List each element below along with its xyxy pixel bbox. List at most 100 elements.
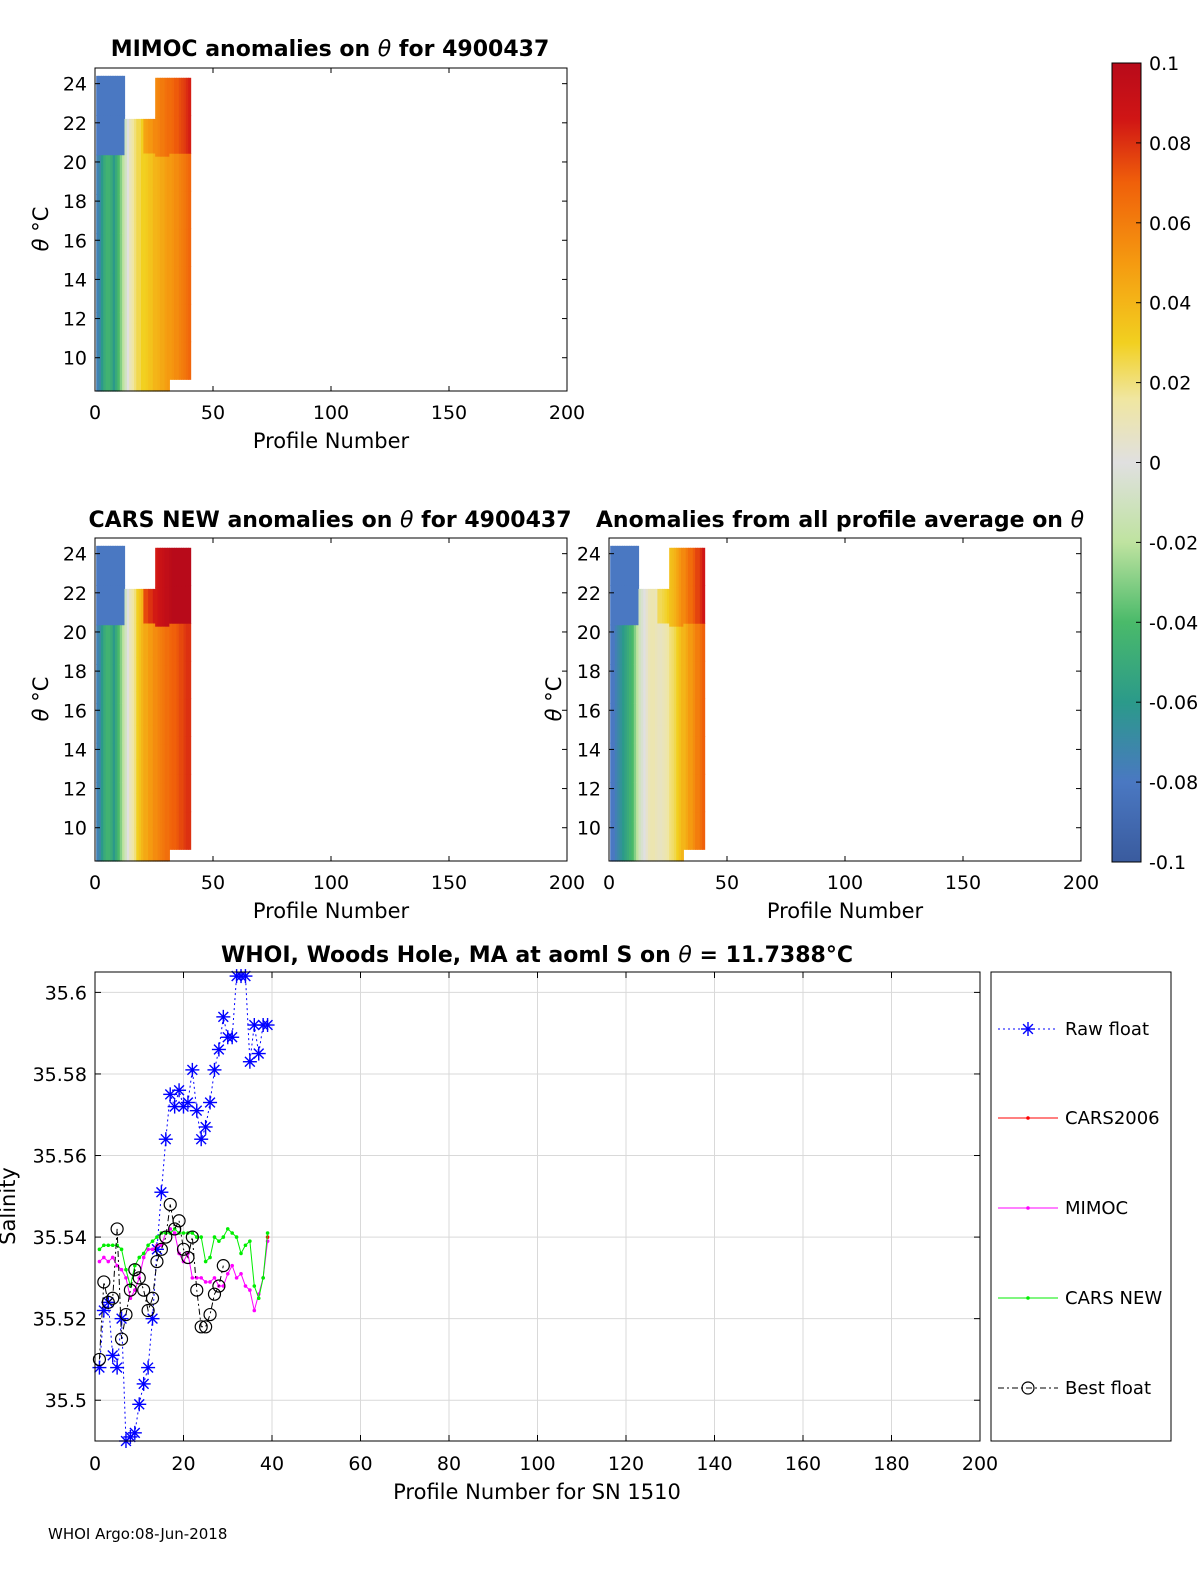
heatmap-cell (100, 115, 104, 156)
heatmap-cell (695, 547, 699, 587)
heatmap-cell (647, 758, 651, 794)
heatmap-cell (107, 664, 111, 705)
heatmap-cell (633, 742, 637, 783)
heatmap-cell (100, 742, 104, 783)
heatmap-cell (617, 742, 621, 783)
heatmap-cell (143, 118, 147, 154)
heatmap-cell (157, 665, 161, 705)
heatmap-cell (636, 585, 640, 626)
data-point (172, 1214, 186, 1228)
heatmap-cell (669, 665, 673, 705)
data-point (221, 1235, 226, 1239)
data-point (211, 1042, 226, 1057)
heatmap-cell (159, 116, 163, 157)
data-point (119, 1267, 124, 1272)
heatmap-cell (122, 664, 126, 705)
heatmap-cell (117, 821, 121, 862)
data-point (110, 1222, 124, 1236)
heatmap-cell (122, 154, 126, 195)
heatmap-cell (115, 75, 119, 116)
heatmap-cell (96, 351, 100, 392)
heatmap-cell (676, 626, 680, 666)
heatmap-cell (112, 272, 116, 313)
heatmap-cell (640, 690, 644, 726)
heatmap-cell (98, 272, 102, 313)
heatmap-cell (148, 724, 152, 760)
data-point (189, 1103, 204, 1118)
heatmap-cell (621, 624, 625, 665)
heatmap-cell (169, 547, 173, 587)
heatmap-cell (176, 585, 180, 624)
heatmap-cell (136, 588, 140, 624)
heatmap-cell (103, 194, 107, 235)
heatmap-cell (183, 266, 187, 305)
heatmap-cell (181, 736, 185, 775)
heatmap-cell (164, 743, 168, 784)
heatmap-cell (136, 724, 140, 760)
heatmap-cell (666, 792, 670, 828)
data-point (159, 1230, 173, 1244)
heatmap-cell (105, 194, 109, 235)
heatmap-cell (638, 826, 642, 862)
heatmap-cell (181, 698, 185, 737)
heatmap-cell (174, 303, 178, 343)
heatmap-cell (655, 758, 658, 794)
heatmap-cell (145, 288, 149, 324)
heatmap-cell (107, 585, 111, 626)
heatmap-cell (680, 547, 684, 588)
heatmap-cell (181, 547, 185, 587)
footer-credit: WHOI Argo:08-Jun-2018 (48, 1525, 228, 1543)
heatmap-cell (631, 664, 635, 705)
data-point (101, 1295, 115, 1309)
heatmap-cell (126, 356, 130, 392)
x-axis-label: Profile Number for SN 1510 (393, 1480, 681, 1504)
heatmap-cell (152, 118, 156, 154)
heatmap-cell (148, 186, 152, 222)
heatmap-cell (174, 77, 178, 117)
heatmap-cell (126, 152, 130, 188)
data-point (225, 1227, 230, 1231)
colorbar-tick-label: 0 (1149, 453, 1161, 475)
heatmap-cell (688, 773, 692, 813)
heatmap-cell (157, 273, 161, 314)
x-tick-label: 200 (549, 872, 585, 894)
heatmap-cell (652, 724, 656, 760)
heatmap-cell (169, 623, 173, 662)
heatmap-cell (680, 821, 684, 862)
heatmap-cell (152, 220, 156, 256)
heatmap-cell (697, 660, 701, 700)
heatmap-cell (152, 792, 156, 828)
heatmap-cell (666, 826, 670, 862)
heatmap-cell (657, 758, 661, 794)
panel-title: Anomalies from all profile average on θ (596, 508, 1085, 533)
heatmap-cell (619, 821, 623, 862)
heatmap-cell (174, 266, 178, 305)
heatmap-cell (659, 792, 663, 828)
heatmap-cell (96, 272, 100, 313)
heatmap-cell (680, 704, 684, 745)
heatmap-cell (702, 623, 706, 662)
heatmap-cell (176, 698, 180, 737)
heatmap-cell (673, 547, 677, 588)
heatmap-cell (695, 623, 699, 662)
heatmap-cell (164, 626, 168, 666)
heatmap-cell (119, 233, 123, 274)
heatmap-cell (629, 664, 633, 705)
heatmap-cell (683, 547, 687, 587)
heatmap-cell (688, 660, 692, 700)
heatmap-cell (166, 743, 170, 784)
heatmap-cell (112, 742, 116, 783)
data-point (172, 1231, 177, 1235)
y-axis-ticks: 10 12 14 16 18 20 22 24 (63, 74, 567, 370)
heatmap-cell (122, 703, 126, 744)
heatmap-cell (115, 312, 119, 353)
heatmap-cell (678, 547, 682, 588)
heatmap-cell (683, 660, 687, 700)
data-point (212, 1276, 217, 1280)
heatmap-cell (183, 547, 187, 587)
heatmap-cell (124, 118, 128, 154)
heatmap-cell (695, 585, 699, 624)
data-point (132, 1397, 147, 1412)
heatmap-cell (131, 220, 135, 256)
heatmap-cell (157, 195, 161, 235)
